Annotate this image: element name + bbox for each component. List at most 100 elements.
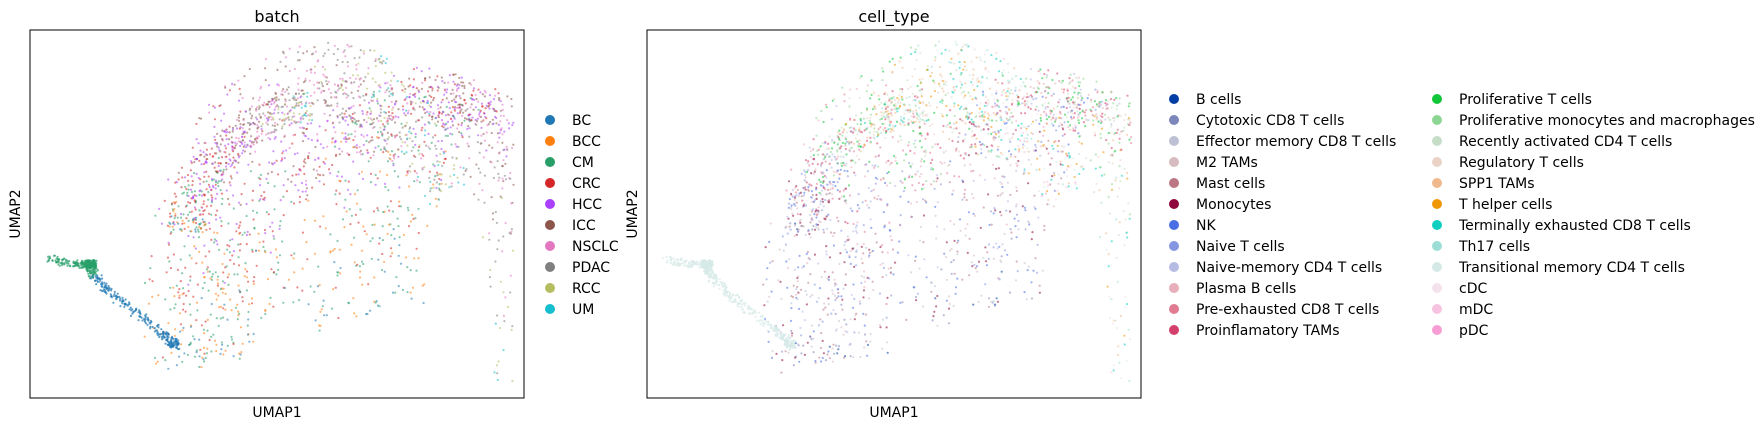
data-point <box>346 65 349 68</box>
data-point <box>877 165 880 168</box>
data-point <box>1017 124 1020 127</box>
data-point <box>846 170 849 173</box>
data-point <box>54 259 57 262</box>
data-point <box>882 112 885 115</box>
data-point <box>220 348 223 351</box>
data-point <box>298 59 301 62</box>
data-point <box>1073 175 1076 179</box>
data-point <box>1128 217 1131 220</box>
data-point <box>248 303 251 306</box>
data-point <box>974 125 977 128</box>
data-point <box>258 199 261 202</box>
data-point <box>217 282 220 285</box>
data-point <box>984 101 988 104</box>
data-point <box>287 278 291 281</box>
data-point <box>934 44 937 47</box>
data-point <box>226 244 229 247</box>
data-point <box>922 241 925 244</box>
data-point <box>86 268 89 271</box>
data-point <box>1100 127 1104 130</box>
data-point <box>470 93 473 96</box>
data-point <box>838 262 841 266</box>
data-point <box>869 97 872 100</box>
data-point <box>496 160 499 163</box>
data-point <box>970 170 973 173</box>
data-point <box>284 90 287 93</box>
data-point <box>307 199 310 202</box>
data-point <box>302 117 305 120</box>
data-point <box>238 114 241 117</box>
data-point <box>1010 88 1013 92</box>
data-point <box>293 115 296 118</box>
data-point <box>320 82 324 85</box>
data-point <box>1029 78 1032 81</box>
data-point <box>945 114 949 117</box>
data-point <box>1038 189 1041 193</box>
data-point <box>230 140 233 143</box>
data-point <box>323 89 326 93</box>
data-point <box>363 118 366 122</box>
data-point <box>960 119 963 122</box>
data-point <box>310 101 314 104</box>
data-point <box>413 94 416 97</box>
data-point <box>460 76 463 79</box>
data-point <box>359 149 363 152</box>
data-point <box>968 121 971 124</box>
data-point <box>1066 154 1069 157</box>
data-point <box>1056 190 1060 193</box>
data-point <box>353 312 356 315</box>
data-point <box>946 172 949 175</box>
data-point <box>165 338 168 342</box>
data-point <box>222 271 225 274</box>
data-point <box>344 140 348 143</box>
data-point <box>1021 97 1024 100</box>
data-point <box>343 72 346 75</box>
data-point <box>440 182 443 185</box>
data-point <box>255 136 258 139</box>
data-point <box>878 103 881 106</box>
data-point <box>836 131 840 134</box>
data-point <box>447 113 450 116</box>
data-point <box>999 210 1002 214</box>
data-point <box>818 356 821 359</box>
data-point <box>411 140 414 143</box>
data-point <box>243 231 246 234</box>
data-point <box>205 352 208 355</box>
data-point <box>771 260 774 263</box>
data-point <box>240 135 244 138</box>
data-point <box>202 346 206 349</box>
data-point <box>367 116 370 119</box>
data-point <box>356 74 359 77</box>
data-point <box>995 297 998 300</box>
data-point <box>923 119 926 122</box>
data-point <box>1059 150 1062 153</box>
data-point <box>178 288 181 291</box>
data-point <box>432 99 435 102</box>
data-point <box>1045 118 1048 121</box>
data-point <box>831 292 835 295</box>
data-point <box>208 270 211 273</box>
data-point <box>948 181 951 184</box>
data-point <box>899 135 902 138</box>
data-point <box>812 172 815 175</box>
data-point <box>238 201 241 204</box>
data-point <box>305 183 308 186</box>
data-point <box>328 104 331 108</box>
data-point <box>401 141 404 144</box>
data-point <box>821 339 824 342</box>
data-point <box>966 223 969 226</box>
data-point <box>955 127 958 130</box>
data-point <box>321 305 324 308</box>
data-point <box>504 296 507 299</box>
data-point <box>512 121 515 124</box>
data-point <box>313 71 316 74</box>
data-point <box>328 168 331 171</box>
data-point <box>1054 140 1057 143</box>
data-point <box>391 108 394 111</box>
data-point <box>471 116 474 119</box>
data-point <box>501 187 504 190</box>
data-point <box>908 103 911 106</box>
data-point <box>833 155 836 158</box>
data-point <box>901 66 904 69</box>
data-point <box>1026 140 1029 143</box>
